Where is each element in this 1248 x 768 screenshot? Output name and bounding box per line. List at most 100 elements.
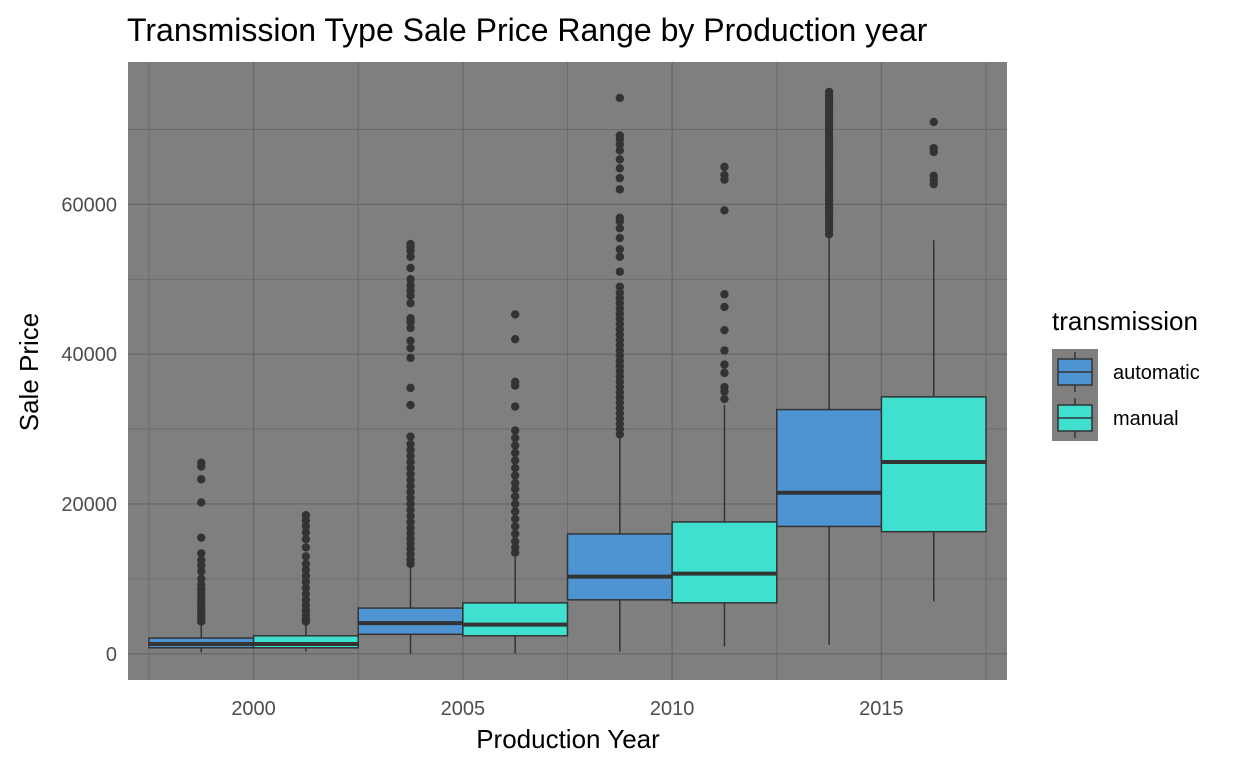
outlier-point [615, 288, 625, 297]
outlier-point [406, 323, 415, 333]
outlier-point [720, 368, 729, 378]
outlier-point [615, 233, 625, 243]
x-axis-label: Production Year [476, 724, 660, 754]
outlier-point [720, 170, 729, 180]
outlier-point [406, 451, 415, 461]
outlier-point [510, 507, 520, 516]
outlier-point [720, 302, 729, 312]
outlier-point [406, 499, 415, 509]
outlier-point [406, 517, 415, 527]
outlier-point [301, 577, 311, 587]
outlier-point [510, 514, 520, 524]
outlier-point [406, 252, 415, 261]
y-axis-label: Sale Price [14, 313, 44, 432]
outlier-point [301, 528, 311, 537]
outlier-point [406, 505, 415, 515]
outlier-point [510, 529, 520, 539]
outlier-point [510, 310, 520, 319]
outlier-point [929, 143, 938, 153]
outlier-point [197, 458, 206, 467]
outlier-point [720, 162, 729, 172]
outlier-point [197, 555, 206, 565]
outlier-point [615, 213, 625, 223]
outlier-point [615, 155, 625, 164]
outlier-point [615, 224, 625, 233]
outlier-point [615, 282, 625, 291]
outlier-point [929, 117, 938, 127]
outlier-point [406, 481, 415, 491]
outlier-point [406, 400, 415, 410]
outlier-point [197, 498, 206, 507]
outlier-point [197, 533, 206, 542]
x-tick-label: 2010 [650, 698, 695, 720]
outlier-point [301, 589, 311, 599]
outlier-point [197, 475, 206, 484]
y-tick-label: 20000 [61, 494, 117, 516]
outlier-point [406, 275, 415, 284]
outlier-point [197, 549, 206, 558]
box-manual-2000 [252, 511, 359, 652]
outlier-point [406, 439, 415, 449]
outlier-point [510, 377, 520, 387]
outlier-point [301, 583, 311, 593]
box-body [462, 602, 569, 637]
outlier-point [406, 475, 415, 485]
x-tick-label: 2000 [231, 698, 276, 720]
outlier-point [510, 433, 520, 443]
outlier-point [615, 164, 625, 173]
outlier-point [406, 445, 415, 455]
outlier-point [406, 383, 415, 393]
outlier-point [615, 252, 625, 261]
outlier-point [406, 493, 415, 503]
outlier-point [510, 456, 520, 465]
outlier-point [720, 206, 729, 215]
box-automatic-2015 [776, 87, 883, 645]
outlier-point [510, 522, 520, 531]
y-tick-label: 0 [106, 644, 117, 666]
outlier-point [720, 290, 729, 299]
outlier-point [301, 522, 311, 531]
outlier-point [197, 567, 206, 576]
outlier-point [720, 346, 729, 355]
outlier-point [197, 574, 206, 584]
outlier-point [510, 492, 520, 501]
outlier-point [301, 543, 311, 552]
outlier-point [406, 263, 415, 273]
outlier-point [510, 537, 520, 546]
outlier-point [615, 146, 625, 155]
outlier-point [615, 173, 625, 183]
outlier-point [197, 580, 206, 590]
outlier-point [406, 511, 415, 521]
outlier-point [615, 131, 625, 140]
outlier-point [406, 487, 415, 497]
outlier-point [301, 565, 311, 575]
outlier-point [406, 239, 415, 249]
outlier-point [510, 441, 520, 450]
outlier-point [301, 534, 311, 544]
box-body [566, 533, 673, 601]
outlier-point [406, 313, 415, 323]
outlier-point [301, 552, 311, 561]
outlier-point [510, 478, 520, 488]
outlier-point [406, 336, 415, 345]
y-tick-label: 60000 [61, 194, 117, 216]
outlier-point [720, 394, 729, 404]
legend-label: manual [1113, 408, 1179, 430]
outlier-point [406, 299, 415, 308]
outlier-point [510, 463, 520, 473]
box-body [880, 396, 987, 533]
box-manual-2005 [462, 310, 569, 654]
outlier-point [510, 543, 520, 552]
outlier-point [406, 432, 415, 441]
legend-entry-manual: manual [1052, 395, 1179, 441]
box-body [671, 521, 778, 604]
outlier-point [510, 499, 520, 509]
outlier-point [720, 325, 729, 335]
outlier-point [406, 457, 415, 467]
outlier-point [406, 343, 415, 353]
outlier-point [510, 484, 520, 494]
outlier-point [615, 267, 625, 276]
box-body [776, 408, 883, 528]
legend-entry-automatic: automatic [1052, 349, 1200, 395]
